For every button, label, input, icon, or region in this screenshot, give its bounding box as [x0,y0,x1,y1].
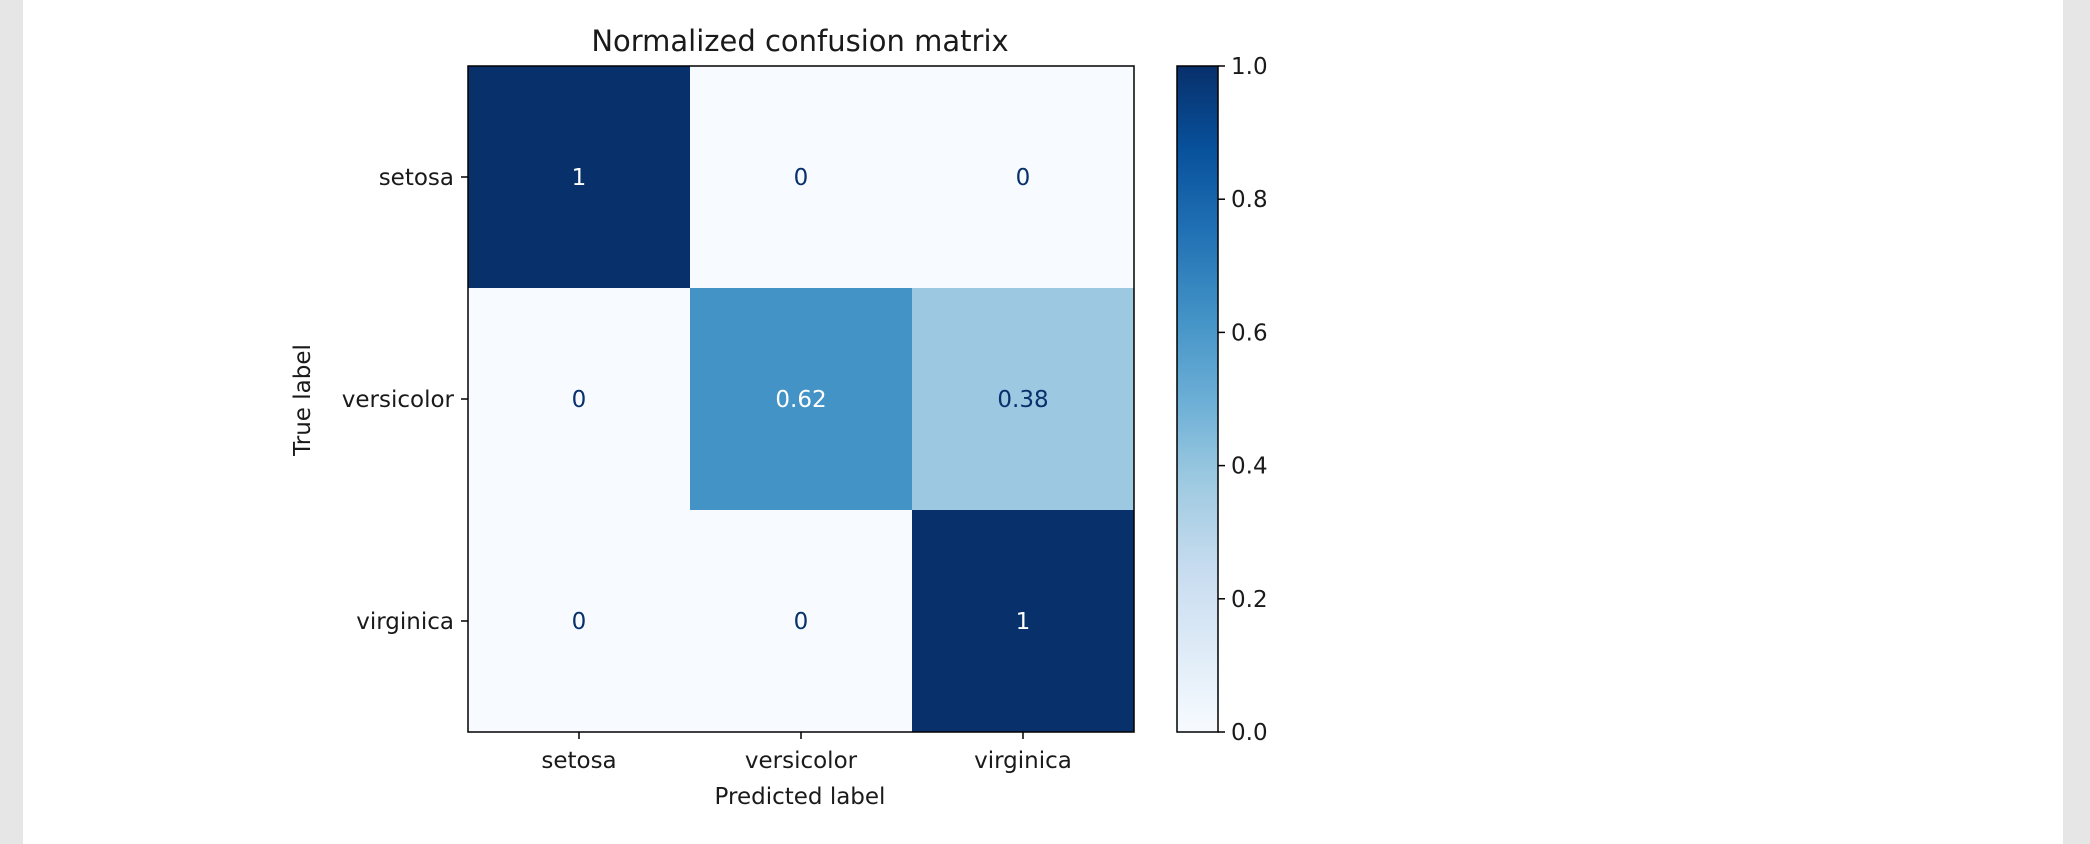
x-tick-label: versicolor [745,748,858,774]
colorbar [1176,65,1219,733]
chart-title: Normalized confusion matrix [591,24,1008,58]
matrix-cell [690,288,912,510]
y-axis-label: True label [290,344,316,457]
page-background: Normalized confusion matrix 1 0 0 0 0.62 0.38… [23,0,2063,844]
matrix-cell [912,66,1134,288]
matrix-cell [468,510,690,732]
colorbar-tick-label: 1.0 [1231,54,1268,80]
matrix-cell [912,510,1134,732]
colorbar-tick-label: 0.2 [1231,587,1268,613]
matrix-cell [468,288,690,510]
confusion-matrix-figure: Normalized confusion matrix 1 0 0 0 0.62 0.38… [290,24,1268,810]
matrix-cells: 1 0 0 0 0.62 0.38 0 0 1 [468,66,1134,732]
colorbar-tick-label: 0.6 [1231,320,1268,346]
cell-value-label: 1 [572,165,587,191]
matrix-cell [468,66,690,288]
colorbar-tick-label: 0.0 [1231,720,1268,746]
colorbar-ticks: 0.0 0.2 0.4 0.6 0.8 1.0 [1218,54,1268,746]
cell-value-label: 0 [572,387,587,413]
y-tick-label: setosa [379,165,454,191]
y-tick-label: virginica [356,609,454,635]
matrix-cell [690,66,912,288]
matrix-cell [690,510,912,732]
matrix-cell [912,288,1134,510]
x-axis-label: Predicted label [715,784,886,810]
cell-value-label: 0.38 [997,387,1048,413]
y-tick-label: versicolor [342,387,455,413]
x-tick-label: virginica [974,748,1072,774]
cell-value-label: 0.62 [775,387,826,413]
colorbar-tick-label: 0.8 [1231,187,1268,213]
colorbar-tick-label: 0.4 [1231,454,1268,480]
cell-value-label: 0 [794,609,809,635]
x-axis-ticks: setosa versicolor virginica [541,732,1072,774]
x-tick-label: setosa [541,748,616,774]
cell-value-label: 0 [572,609,587,635]
cell-value-label: 0 [1016,165,1031,191]
y-axis-ticks: setosa versicolor virginica [342,165,468,635]
cell-value-label: 1 [1016,609,1031,635]
cell-value-label: 0 [794,165,809,191]
